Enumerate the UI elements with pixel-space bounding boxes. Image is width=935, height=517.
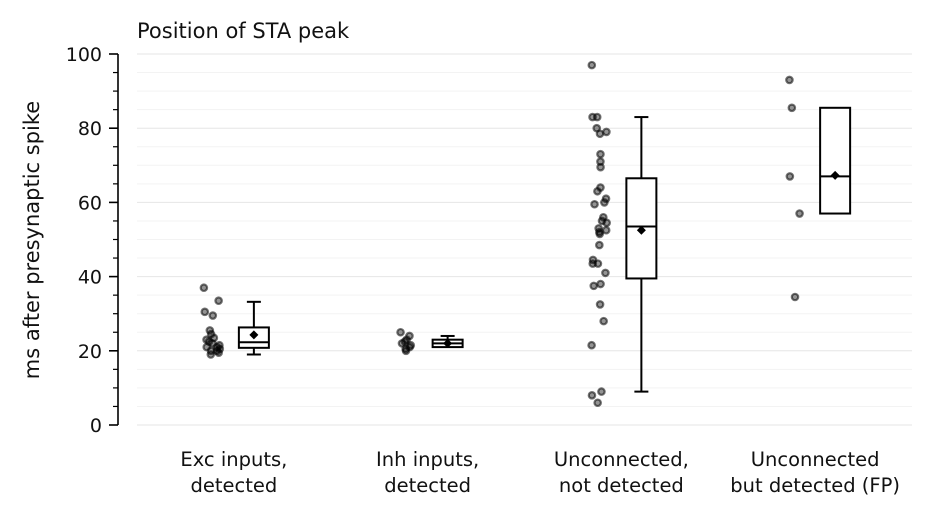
data-point [214, 296, 223, 306]
data-point [599, 316, 608, 326]
iqr-box [819, 106, 852, 215]
data-point [785, 75, 794, 85]
mean-marker [249, 330, 259, 340]
data-point [596, 149, 605, 159]
data-point [200, 307, 210, 317]
category-label: Inh inputs, detected [376, 448, 479, 497]
data-point [401, 346, 411, 356]
category-label-line: Unconnected [751, 448, 880, 471]
data-point [593, 398, 602, 408]
data-point [597, 387, 606, 396]
data-point [397, 339, 407, 348]
mean-marker [636, 225, 646, 235]
category-label-line: Inh inputs, [376, 448, 479, 471]
data-point [595, 129, 605, 139]
data-point [587, 340, 596, 350]
data-point [593, 259, 603, 268]
data-point [199, 283, 209, 293]
data-point [590, 199, 599, 209]
data-point [787, 103, 797, 113]
data-point [595, 240, 604, 250]
data-point [596, 162, 605, 172]
mean-marker [830, 170, 840, 180]
category-label-line: not detected [559, 474, 684, 497]
y-tick-label: 20 [78, 341, 102, 363]
data-point [595, 229, 605, 239]
y-tick-label: 80 [78, 118, 102, 140]
grid [137, 53, 912, 426]
data-point [596, 279, 605, 289]
data-point [593, 186, 602, 196]
group-1 [199, 283, 270, 359]
groups [199, 60, 852, 408]
y-axis-label: ms after presynaptic spike [20, 101, 44, 379]
mean-marker [443, 338, 453, 348]
category-label-line: Unconnected, [554, 448, 689, 471]
group-4 [785, 75, 852, 302]
data-point [790, 292, 800, 302]
data-point [396, 327, 405, 337]
category-label: Unconnected but detected (FP) [730, 448, 900, 497]
category-label-line: Exc inputs, [180, 448, 287, 471]
category-label-line: detected [384, 474, 471, 497]
y-tick-label: 100 [66, 44, 102, 66]
category-labels: Exc inputs, detected Inh inputs, detected Un… [180, 448, 900, 497]
data-point [587, 60, 597, 70]
data-point [214, 348, 224, 357]
y-tick-label: 0 [90, 415, 102, 437]
group-3 [587, 60, 658, 408]
data-point [600, 198, 609, 207]
category-label-line: but detected (FP) [730, 474, 900, 497]
data-point [208, 311, 218, 320]
category-label: Unconnected, not detected [554, 448, 689, 497]
data-point [601, 268, 610, 278]
y-tick-label: 40 [78, 267, 102, 289]
y-tick-label: 60 [78, 192, 102, 214]
chart-title: Position of STA peak [137, 19, 350, 43]
data-point [592, 112, 602, 122]
data-point [601, 225, 611, 235]
data-point [589, 281, 599, 291]
data-point [206, 350, 216, 359]
y-axis: 0 20 40 60 80 100 [66, 44, 119, 437]
data-point [785, 172, 795, 181]
data-point [587, 391, 597, 400]
data-point [795, 209, 804, 218]
category-label: Exc inputs, detected [180, 448, 287, 497]
group-2 [396, 327, 464, 356]
data-point [602, 218, 611, 228]
category-label-line: detected [190, 474, 277, 497]
data-point [595, 300, 605, 309]
